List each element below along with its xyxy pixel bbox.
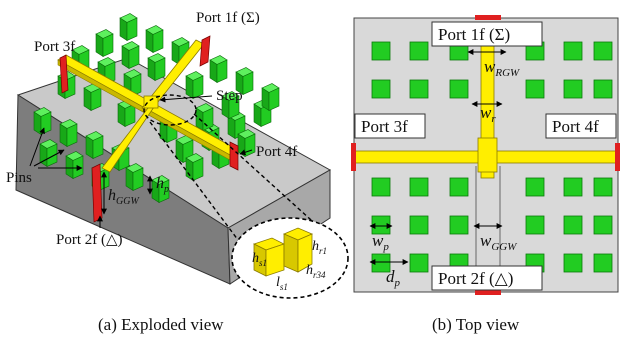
caption-a: (a) Exploded view: [98, 315, 224, 334]
pin-square: [593, 253, 613, 273]
pin-square: [409, 215, 429, 235]
port-2f-top-label: Port 2f (△): [438, 269, 513, 288]
pin-cube: [117, 99, 136, 128]
pin-cube: [151, 175, 170, 204]
step-detail: [252, 227, 314, 277]
pin-square: [593, 177, 613, 197]
top-view-panel: Port 1f (Σ) Port 3f Port 4f Port 2f (△) …: [351, 15, 620, 334]
port-3f-top-label: Port 3f: [361, 117, 408, 136]
port-3f-marker: [351, 143, 356, 171]
pin-cube: [125, 163, 144, 192]
pin-square: [563, 253, 583, 273]
ridge-step-top: [477, 137, 498, 173]
pin-square: [525, 177, 545, 197]
pin-square: [563, 177, 583, 197]
pin-square: [525, 79, 545, 99]
pin-square: [593, 41, 613, 61]
port-1f-flange: [199, 35, 211, 67]
port-4f-flange: [229, 141, 239, 171]
pin-square: [409, 41, 429, 61]
pin-cube: [33, 107, 52, 136]
pin-square: [593, 215, 613, 235]
port-2f-marker: [475, 290, 501, 295]
pin-cube: [185, 153, 204, 182]
pin-cube: [65, 151, 84, 180]
pin-square: [563, 41, 583, 61]
pin-square: [525, 215, 545, 235]
pin-square: [409, 79, 429, 99]
port-1f-label: Port 1f (Σ): [196, 10, 260, 26]
l-s1-label: ls1: [276, 275, 288, 292]
pin-cube: [85, 131, 104, 160]
exploded-view-panel: Port 3f Port 1f (Σ) Step Port 4f Pins Po…: [6, 10, 349, 334]
w-p-label: wp: [372, 231, 389, 253]
pin-cube: [185, 71, 204, 100]
step-label: Step: [216, 88, 243, 104]
pins-arrow-2: [33, 149, 65, 167]
port-3f-label: Port 3f: [34, 39, 75, 55]
pin-cube: [195, 103, 214, 132]
caption-b: (b) Top view: [432, 315, 520, 334]
h-s1-label: hs1: [252, 251, 267, 268]
pin-cube: [119, 13, 138, 42]
port-3f-box: [354, 113, 426, 139]
h-ggw-label: hGGW: [108, 187, 140, 207]
port-2f-label: Port 2f (△): [56, 232, 123, 248]
pin-square: [371, 41, 391, 61]
pin-square: [449, 177, 469, 197]
pin-cube: [59, 119, 78, 148]
port-1f-marker: [475, 15, 501, 20]
w-ggw-label: wGGW: [480, 231, 517, 253]
h-p-label: hp: [156, 175, 169, 195]
pin-cube: [235, 67, 254, 96]
zoom-line-right: [193, 113, 343, 249]
pin-square: [449, 215, 469, 235]
pin-square: [449, 79, 469, 99]
port-4f-label: Port 4f: [256, 144, 297, 160]
w-r-label: wr: [480, 103, 496, 125]
pin-cube: [121, 41, 140, 70]
pin-cube: [237, 129, 256, 158]
pin-square: [371, 177, 391, 197]
port-2f-box: [431, 265, 543, 291]
pin-cube: [95, 29, 114, 58]
pin-cube: [147, 53, 166, 82]
port-3f-flange: [59, 54, 69, 94]
port-4f-top-label: Port 4f: [552, 117, 599, 136]
pins-label: Pins: [6, 170, 32, 186]
h-r34-label: hr34: [306, 263, 326, 280]
pin-cube: [145, 25, 164, 54]
w-rgw-label: wRGW: [484, 57, 520, 79]
port-1f-top-label: Port 1f (Σ): [438, 25, 510, 44]
h-r1-label: hr1: [312, 239, 327, 256]
pin-square: [371, 79, 391, 99]
zoom-line-left: [149, 121, 239, 241]
port4f-arrow: [239, 149, 253, 156]
port-1f-box: [431, 21, 543, 47]
pins-arrow-1: [29, 127, 45, 167]
pin-square: [409, 253, 429, 273]
d-p-label: dp: [386, 267, 401, 289]
step-highlight-ellipse: [143, 94, 197, 126]
pin-square: [563, 79, 583, 99]
step-arrow: [159, 95, 213, 103]
pin-cube: [39, 139, 58, 168]
pin-square: [409, 177, 429, 197]
ridge-step: [143, 95, 159, 109]
pin-cube: [209, 55, 228, 84]
pin-cube: [221, 91, 240, 120]
port-2f-flange: [91, 163, 103, 223]
port-4f-box: [545, 113, 617, 139]
pin-square: [563, 215, 583, 235]
pin-cube: [261, 83, 280, 112]
pin-square: [593, 79, 613, 99]
port-4f-marker: [615, 143, 620, 171]
